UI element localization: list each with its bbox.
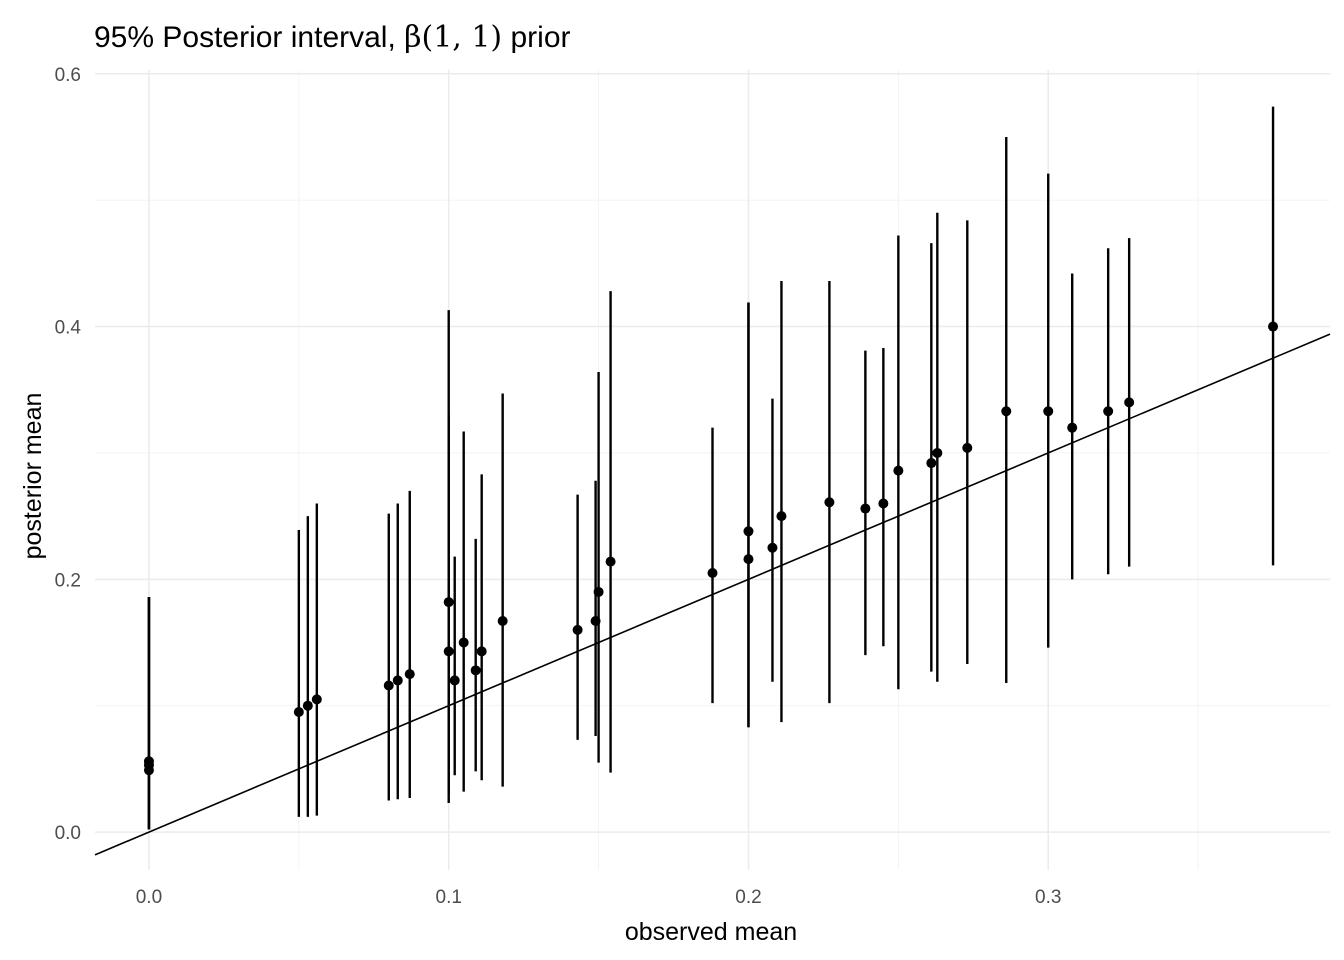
y-axis-title: posterior mean bbox=[19, 393, 47, 560]
y-tick-label: 0.2 bbox=[55, 570, 81, 591]
posterior-mean-point bbox=[767, 542, 778, 553]
posterior-mean-point bbox=[962, 442, 973, 453]
posterior-mean-point bbox=[593, 586, 604, 597]
posterior-mean-point bbox=[893, 465, 904, 476]
posterior-mean-point bbox=[311, 694, 322, 705]
posterior-mean-point bbox=[1067, 422, 1078, 433]
posterior-mean-point bbox=[443, 597, 454, 608]
x-tick-label: 0.1 bbox=[436, 887, 462, 908]
posterior-mean-point bbox=[458, 637, 469, 648]
posterior-mean-point bbox=[590, 616, 601, 627]
x-tick-label: 0.2 bbox=[735, 887, 761, 908]
posterior-mean-point bbox=[1001, 406, 1012, 417]
posterior-mean-point bbox=[743, 554, 754, 565]
posterior-mean-point bbox=[878, 498, 889, 509]
posterior-mean-point bbox=[932, 447, 943, 458]
posterior-mean-point bbox=[1268, 321, 1279, 332]
y-tick-label: 0.0 bbox=[55, 823, 81, 844]
posterior-mean-point bbox=[470, 665, 481, 676]
posterior-mean-point bbox=[1124, 397, 1135, 408]
x-axis-title: observed mean bbox=[625, 918, 797, 946]
posterior-mean-point bbox=[143, 765, 154, 776]
posterior-mean-point bbox=[443, 646, 454, 657]
posterior-mean-point bbox=[776, 511, 787, 522]
posterior-mean-point bbox=[743, 526, 754, 537]
x-tick-label: 0.3 bbox=[1035, 887, 1061, 908]
posterior-mean-point bbox=[707, 568, 718, 579]
posterior-mean-point bbox=[404, 669, 415, 680]
posterior-mean-point bbox=[1043, 406, 1054, 417]
posterior-mean-point bbox=[293, 707, 304, 718]
posterior-mean-point bbox=[1103, 406, 1114, 417]
chart-title: 95% Posterior interval, β(1, 1) prior bbox=[94, 20, 571, 55]
posterior-mean-point bbox=[449, 675, 460, 686]
x-tick-label: 0.0 bbox=[136, 887, 162, 908]
tick-labels: 0.0 0.1 0.2 0.3 0.0 0.2 0.4 0.6 bbox=[55, 65, 1062, 908]
posterior-mean-point bbox=[572, 624, 583, 635]
interval-layer bbox=[143, 106, 1279, 830]
posterior-mean-point bbox=[383, 680, 394, 691]
posterior-mean-point bbox=[824, 497, 835, 508]
y-tick-label: 0.6 bbox=[55, 65, 81, 86]
posterior-mean-point bbox=[392, 675, 403, 686]
posterior-mean-point bbox=[605, 556, 616, 567]
posterior-mean-point bbox=[926, 458, 937, 469]
y-tick-label: 0.4 bbox=[55, 318, 82, 339]
posterior-mean-point bbox=[476, 646, 487, 657]
posterior-mean-point bbox=[860, 503, 871, 514]
posterior-mean-point bbox=[497, 616, 508, 627]
posterior-mean-point bbox=[302, 700, 313, 711]
